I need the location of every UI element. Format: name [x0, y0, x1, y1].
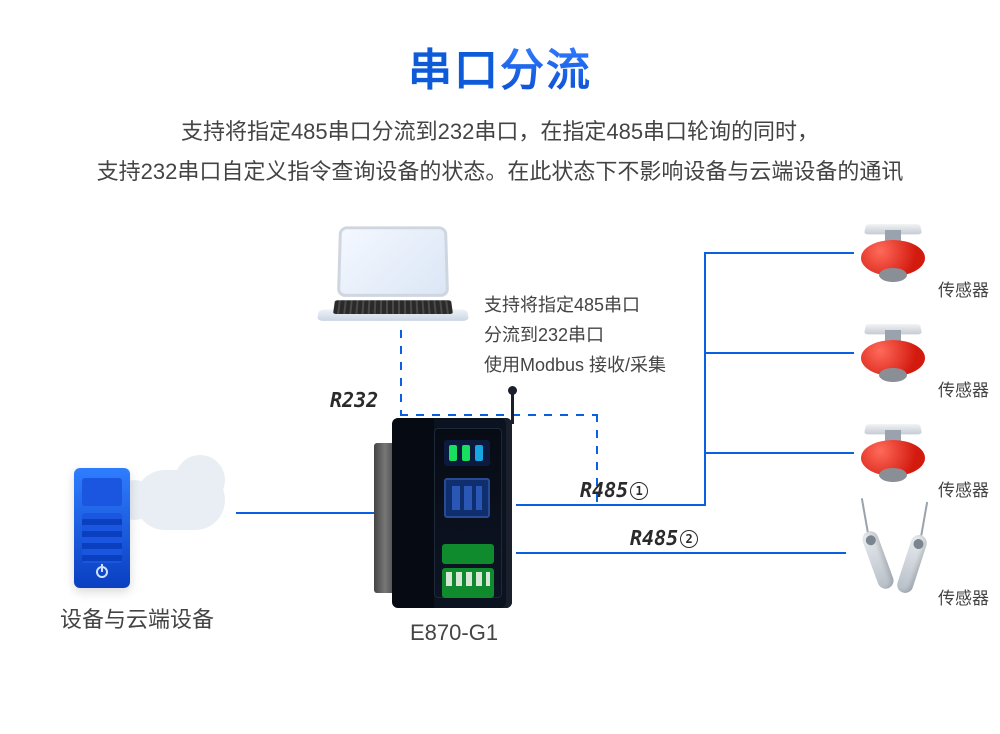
label-r485-2: R4852 [630, 526, 698, 550]
edge-to-sensor1 [704, 252, 854, 254]
label-r485-1: R4851 [580, 478, 648, 502]
edge-r485-1-h1 [516, 504, 706, 506]
edge-r232-h [400, 414, 596, 416]
page-title: 串口分流 [0, 34, 1000, 98]
note-line2: 分流到232串口 [484, 320, 666, 350]
edge-r232-v1 [400, 330, 402, 416]
laptop-icon [318, 225, 468, 325]
gateway-icon [392, 418, 512, 608]
description-line2: 支持232串口自定义指令查询设备的状态。在此状态下不影响设备与云端设备的通讯 [0, 152, 1000, 192]
description-line1: 支持将指定485串口分流到232串口，在指定485串口轮询的同时， [0, 112, 1000, 152]
server-icon [74, 468, 130, 588]
sensor1-label: 传感器 [938, 276, 989, 301]
sensor1-icon [855, 218, 935, 288]
note-block: 支持将指定485串口 分流到232串口 使用Modbus 接收/采集 [484, 290, 666, 380]
sensor4-label: 传感器 [938, 584, 989, 609]
edge-r485-2 [516, 552, 846, 554]
note-line3: 使用Modbus 接收/采集 [484, 350, 666, 380]
edge-to-sensor3 [704, 452, 854, 454]
sensor4-icon [848, 530, 948, 590]
diagram-canvas: 串口分流 支持将指定485串口分流到232串口，在指定485串口轮询的同时， 支… [0, 0, 1000, 734]
cloud-icon [115, 465, 235, 535]
label-r232: R232 [330, 388, 378, 412]
edge-to-sensor2 [704, 352, 854, 354]
cloud-server-label: 设备与云端设备 [60, 602, 214, 634]
gateway-label: E870-G1 [410, 620, 498, 646]
edge-cloud-gateway [236, 512, 376, 514]
note-line1: 支持将指定485串口 [484, 290, 666, 320]
sensor3-icon [855, 418, 935, 488]
sensor2-icon [855, 318, 935, 388]
sensor2-label: 传感器 [938, 376, 989, 401]
edge-r485-1-trunk [704, 252, 706, 506]
title-part2: 分流 [500, 46, 592, 95]
title-part1: 串口 [408, 46, 500, 95]
sensor3-label: 传感器 [938, 476, 989, 501]
